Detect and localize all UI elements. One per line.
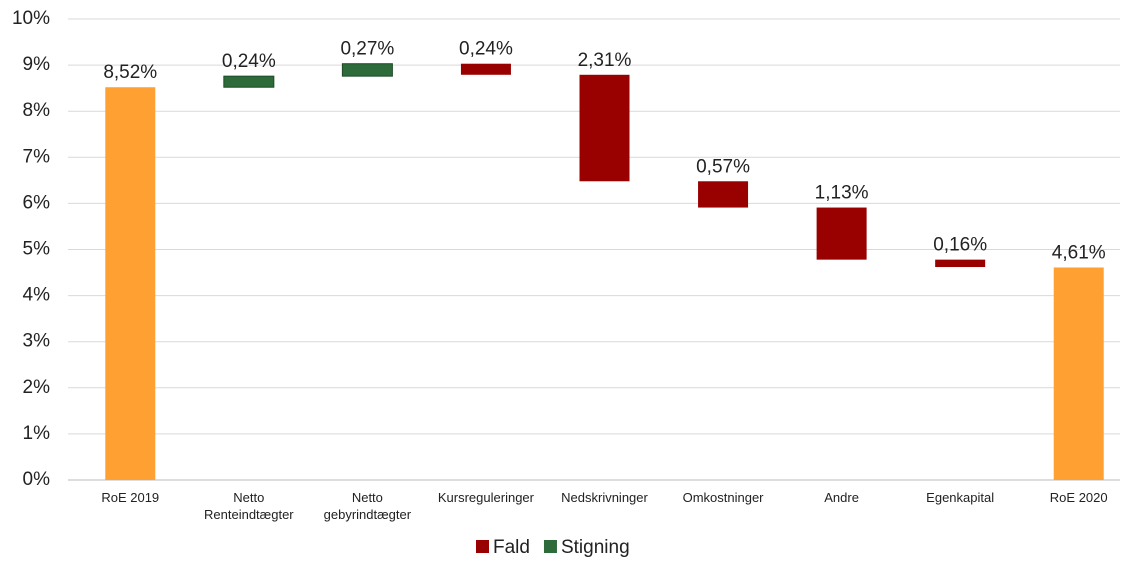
value-label: 4,61% xyxy=(1052,242,1106,263)
legend-swatch xyxy=(476,540,489,553)
y-tick-label: 3% xyxy=(23,331,51,352)
x-tick-label: Omkostninger xyxy=(682,490,764,505)
legend-label: Stigning xyxy=(561,537,630,558)
legend-swatch xyxy=(543,540,557,553)
value-label: 2,31% xyxy=(578,50,632,71)
y-tick-label: 8% xyxy=(23,100,51,121)
x-tick-label: Egenkapital xyxy=(926,490,995,505)
y-tick-label: 9% xyxy=(23,54,51,75)
bar xyxy=(1053,267,1104,480)
bar xyxy=(460,63,511,75)
y-tick-label: 6% xyxy=(23,192,51,213)
bar xyxy=(935,259,986,268)
x-tick-label: Netto Renteindtægter xyxy=(204,490,294,522)
value-label: 0,57% xyxy=(696,156,750,177)
bar xyxy=(816,207,867,260)
y-tick-label: 10% xyxy=(12,8,50,29)
value-label: 0,16% xyxy=(933,235,987,256)
bar xyxy=(579,74,630,182)
value-label: 8,52% xyxy=(103,62,157,83)
x-tick-label: RoE 2020 xyxy=(1049,490,1108,505)
value-label: 0,27% xyxy=(340,39,394,60)
y-tick-label: 7% xyxy=(23,146,51,167)
bar xyxy=(105,87,156,480)
x-tick-label: RoE 2019 xyxy=(101,490,160,505)
y-tick-label: 5% xyxy=(23,239,51,260)
y-tick-label: 2% xyxy=(23,377,51,398)
y-tick-label: 1% xyxy=(23,423,51,444)
legend-label: Fald xyxy=(493,537,530,558)
value-label: 0,24% xyxy=(459,39,513,60)
x-tick-label: Kursreguleringer xyxy=(437,490,534,505)
x-tick-label: Andre xyxy=(824,490,859,505)
y-tick-label: 4% xyxy=(23,285,51,306)
bar xyxy=(223,75,275,88)
bar xyxy=(341,63,393,77)
x-tick-label: Nedskrivninger xyxy=(561,490,648,505)
x-tick-label: Netto gebyrindtægter xyxy=(323,490,412,522)
y-tick-label: 0% xyxy=(23,469,51,490)
bar xyxy=(698,181,749,208)
value-label: 0,24% xyxy=(222,51,276,72)
value-label: 1,13% xyxy=(815,183,869,204)
